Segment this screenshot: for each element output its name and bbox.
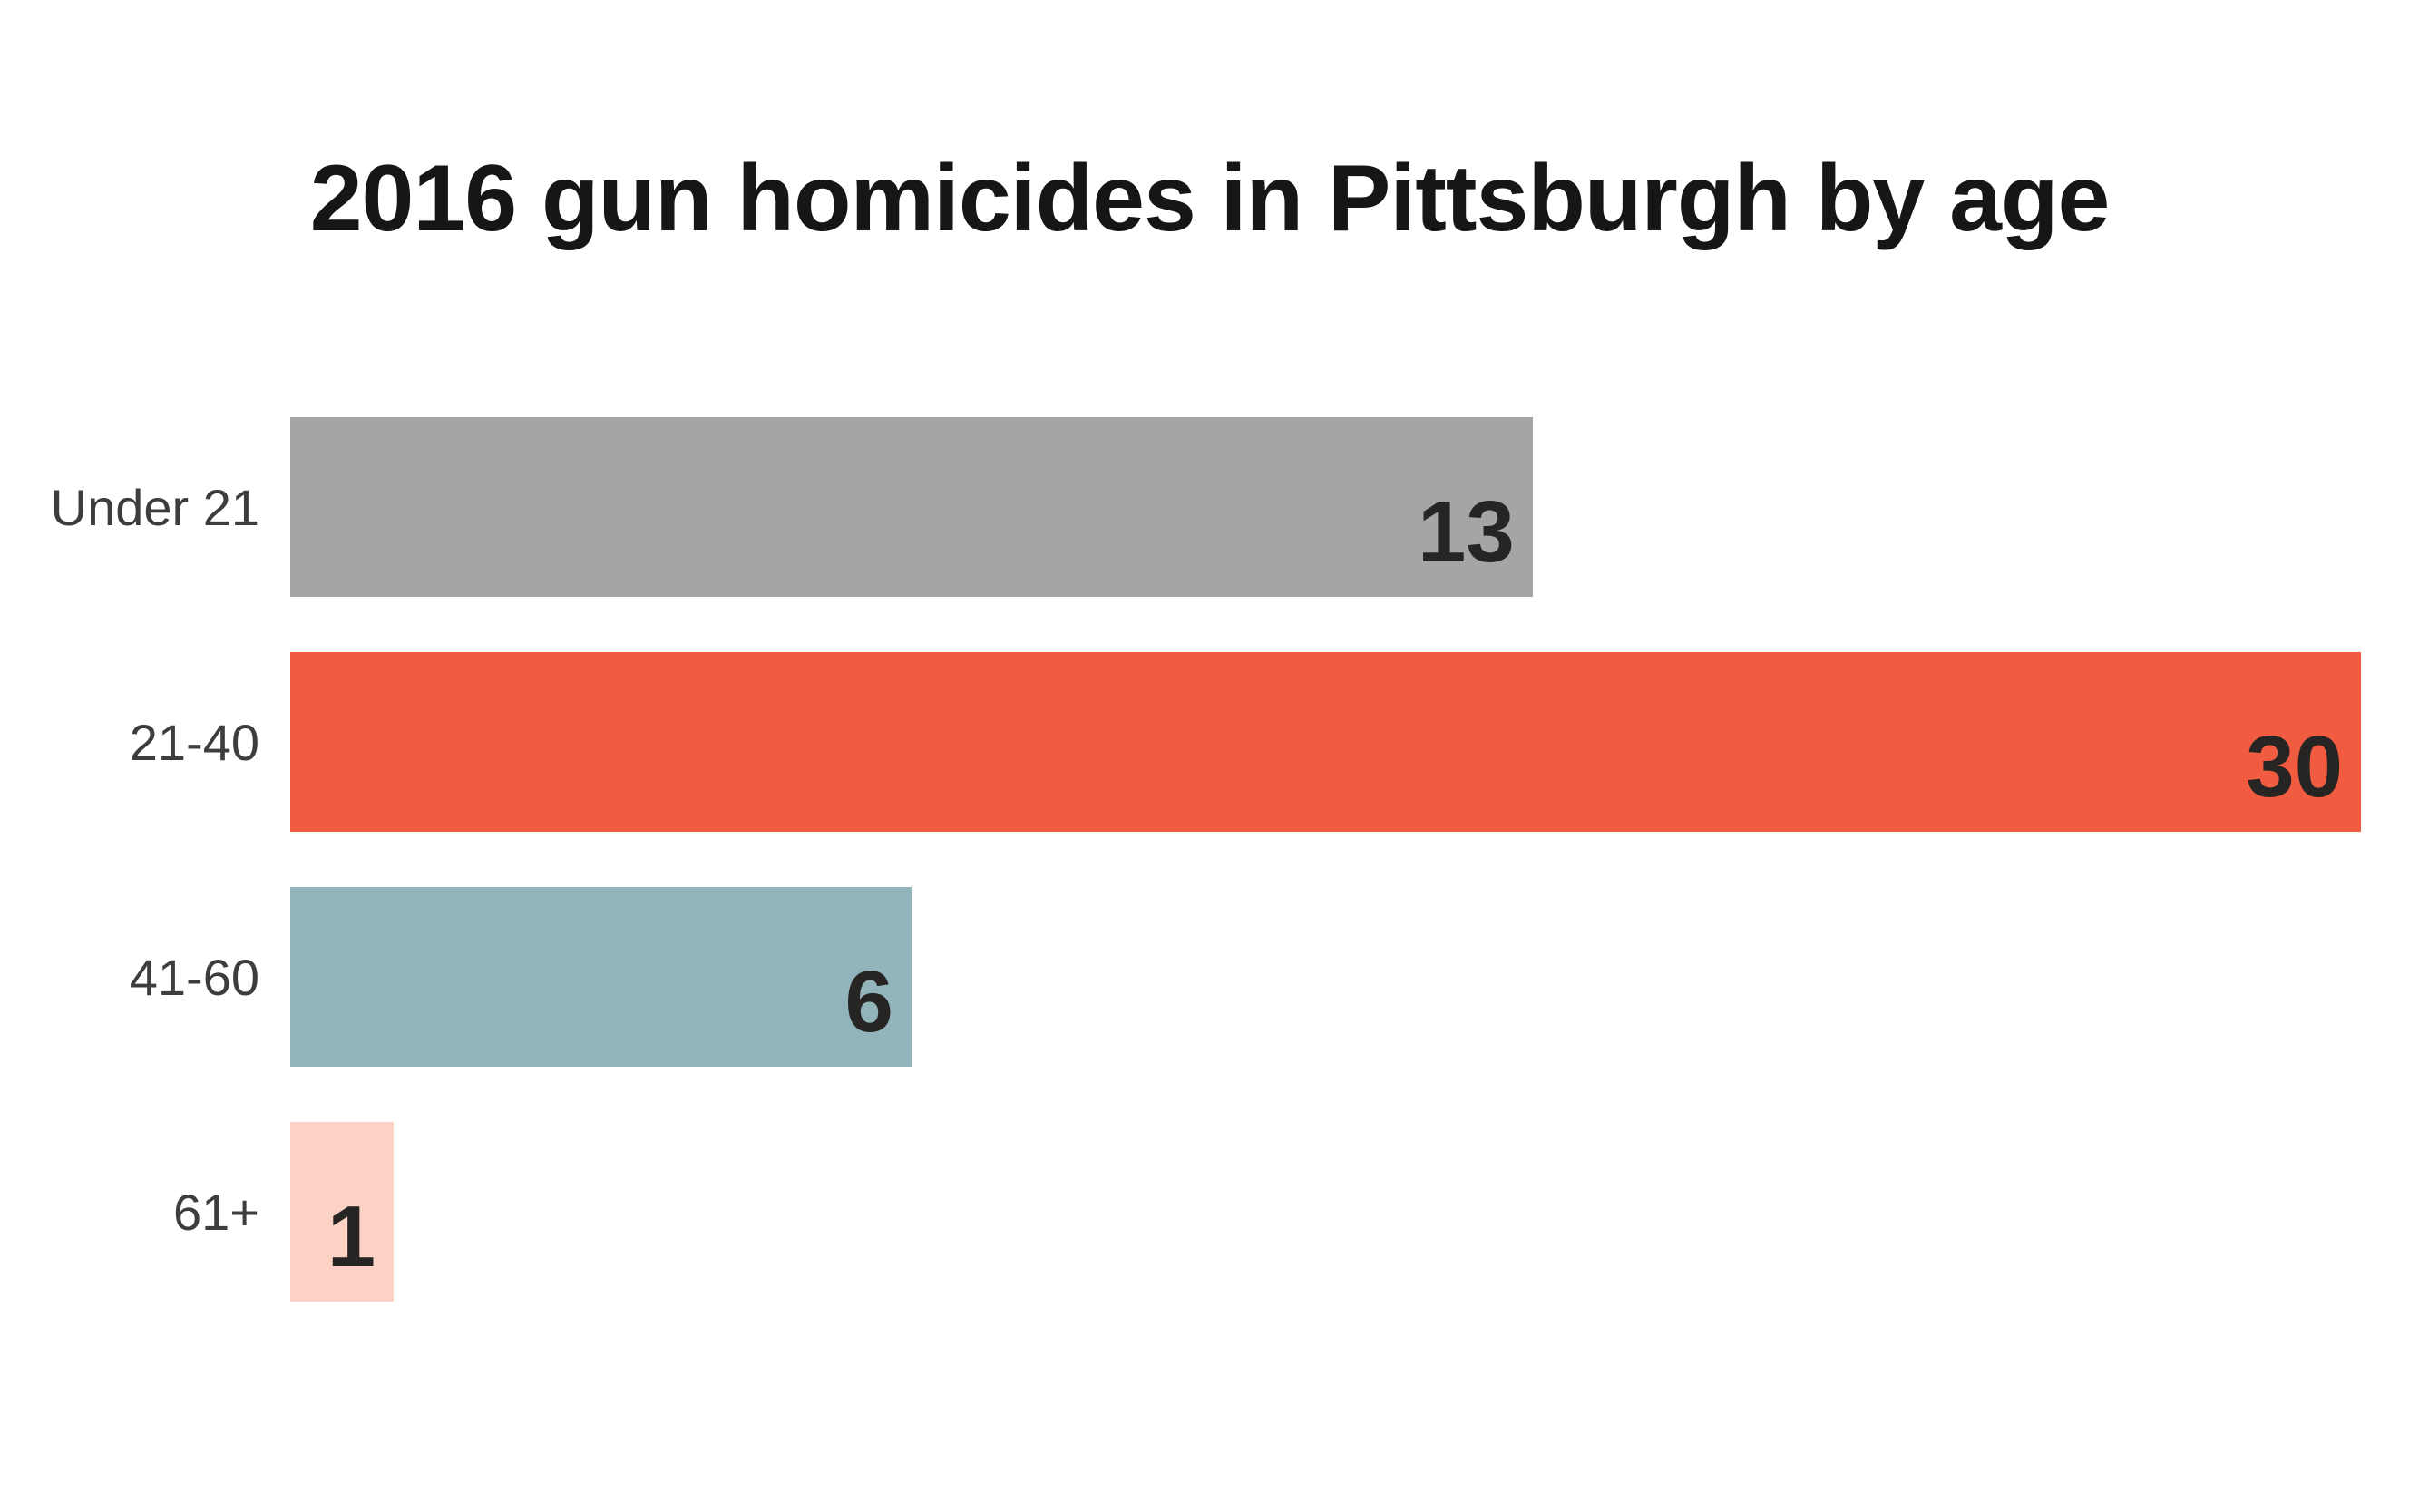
value-label-under-21: 13 [1418, 483, 1515, 580]
chart-row: 21-40 30 [0, 652, 2361, 832]
bar-track: 1 [290, 1122, 2361, 1302]
value-label-21-40: 30 [2246, 718, 2343, 815]
bar-61-plus: 1 [290, 1122, 395, 1302]
bar-chart: Under 21 13 21-40 30 41-60 6 [0, 417, 2361, 1302]
chart-row: Under 21 13 [0, 417, 2361, 597]
bar-21-40: 30 [290, 652, 2361, 832]
value-label-41-60: 6 [844, 953, 893, 1050]
category-label-under-21: Under 21 [50, 478, 259, 536]
bar-track: 13 [290, 417, 2361, 597]
category-label-21-40: 21-40 [129, 713, 259, 771]
chart-title: 2016 gun homicides in Pittsburgh by age [309, 146, 2111, 251]
bar-track: 30 [290, 652, 2361, 832]
bar-41-60: 6 [290, 887, 912, 1067]
category-label-41-60: 41-60 [129, 948, 259, 1006]
category-label-61-plus: 61+ [173, 1183, 259, 1241]
chart-row: 41-60 6 [0, 887, 2361, 1067]
chart-row: 61+ 1 [0, 1122, 2361, 1302]
bar-track: 6 [290, 887, 2361, 1067]
bar-under-21: 13 [290, 417, 1533, 597]
value-label-61-plus: 1 [327, 1188, 376, 1285]
